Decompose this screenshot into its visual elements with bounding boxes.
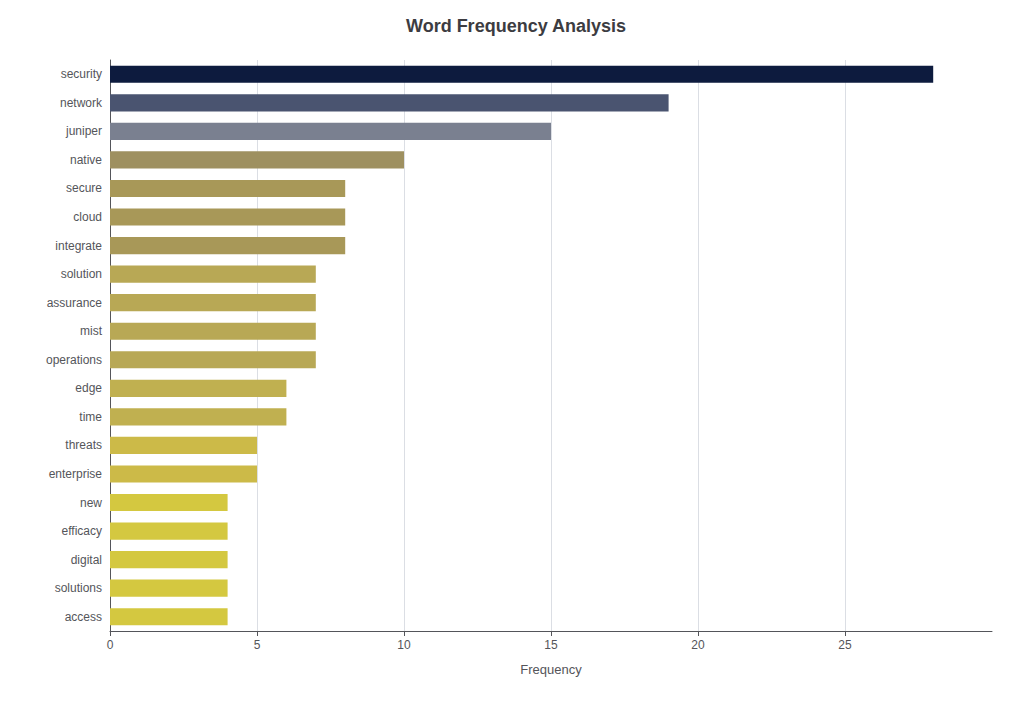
- svg-text:digital: digital: [71, 553, 102, 567]
- svg-text:5: 5: [254, 638, 261, 652]
- svg-text:security: security: [61, 67, 102, 81]
- svg-text:25: 25: [838, 638, 852, 652]
- svg-text:Frequency: Frequency: [520, 662, 582, 677]
- svg-text:enterprise: enterprise: [49, 467, 103, 481]
- svg-text:new: new: [80, 496, 102, 510]
- svg-text:time: time: [79, 410, 102, 424]
- svg-text:network: network: [60, 96, 103, 110]
- svg-text:solution: solution: [61, 267, 102, 281]
- svg-text:edge: edge: [75, 381, 102, 395]
- svg-text:10: 10: [397, 638, 411, 652]
- svg-text:20: 20: [691, 638, 705, 652]
- svg-text:solutions: solutions: [55, 581, 102, 595]
- svg-text:juniper: juniper: [65, 124, 102, 138]
- svg-text:threats: threats: [65, 438, 102, 452]
- svg-text:efficacy: efficacy: [62, 524, 102, 538]
- svg-text:0: 0: [107, 638, 114, 652]
- svg-text:secure: secure: [66, 181, 102, 195]
- svg-text:access: access: [65, 610, 102, 624]
- svg-text:cloud: cloud: [73, 210, 102, 224]
- svg-text:native: native: [70, 153, 102, 167]
- svg-text:Word Frequency Analysis: Word Frequency Analysis: [406, 16, 626, 36]
- svg-text:15: 15: [544, 638, 558, 652]
- svg-text:integrate: integrate: [55, 239, 102, 253]
- svg-text:operations: operations: [46, 353, 102, 367]
- svg-text:assurance: assurance: [47, 296, 103, 310]
- svg-text:mist: mist: [80, 324, 103, 338]
